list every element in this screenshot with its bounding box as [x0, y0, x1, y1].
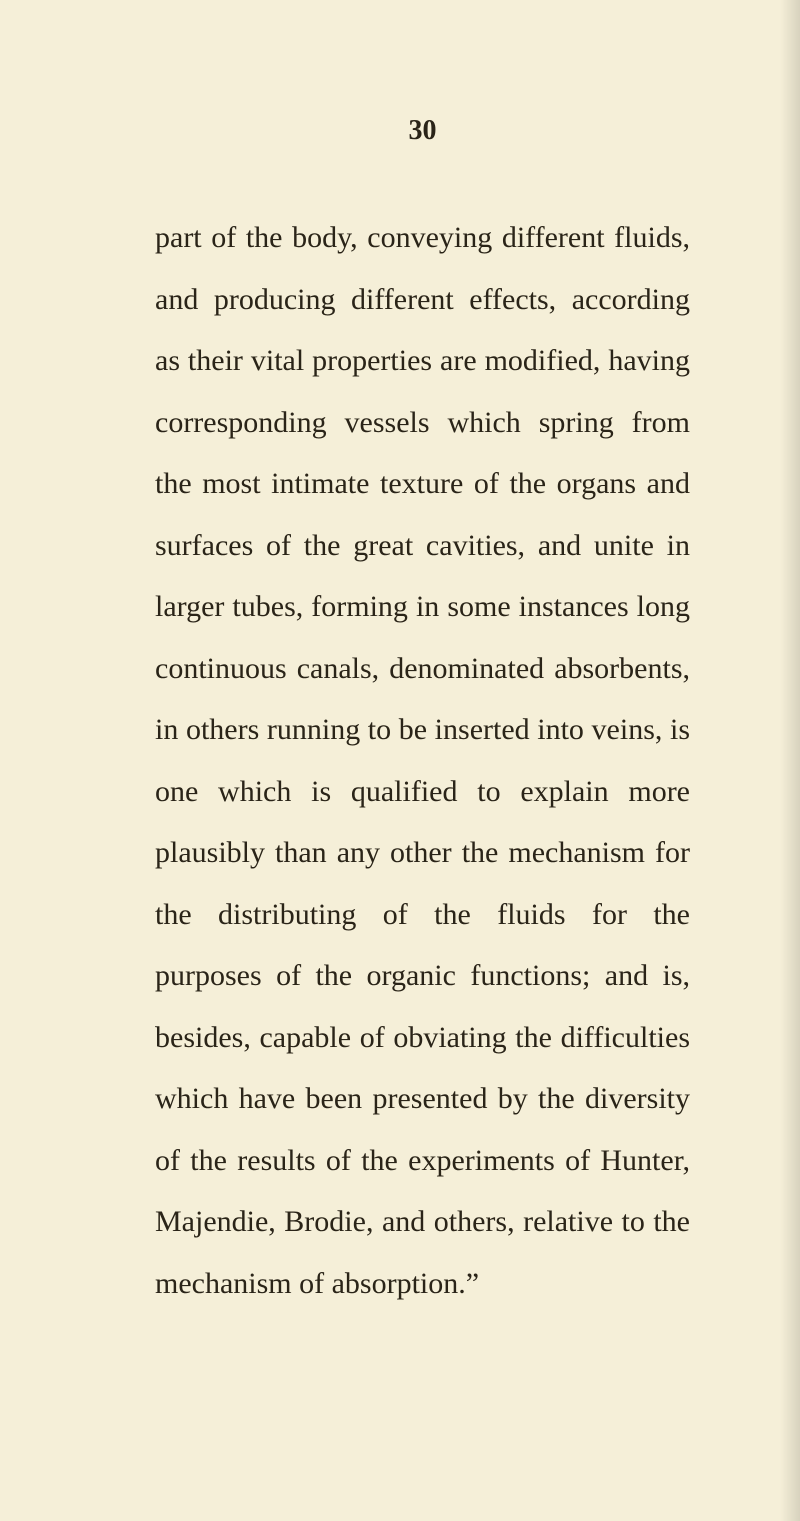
book-page: 30 part of the body, conveying different… — [0, 0, 800, 1521]
page-edge-shadow — [780, 0, 800, 1521]
body-paragraph: part of the body, conveying different fl… — [155, 207, 690, 1314]
page-number: 30 — [155, 115, 690, 147]
